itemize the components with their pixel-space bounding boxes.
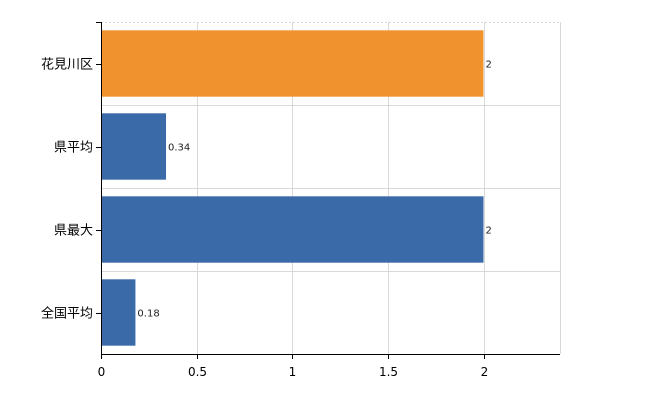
- bars: [101, 30, 484, 346]
- bar: [101, 279, 136, 346]
- data-label: 2: [486, 60, 492, 71]
- category-label: 花見川区: [41, 57, 93, 73]
- category-label: 県平均: [54, 141, 93, 156]
- category-label: 全国平均: [41, 306, 93, 322]
- data-label: 2: [486, 226, 492, 237]
- x-tick-label: 2: [481, 365, 489, 379]
- category-label: 県最大: [54, 224, 93, 239]
- axes: [96, 22, 560, 359]
- bar: [101, 196, 484, 263]
- data-label: 0.18: [137, 309, 159, 320]
- x-tick-label: 1.5: [379, 365, 398, 379]
- x-tick-label: 1: [289, 365, 297, 379]
- x-tick-label: 0.5: [188, 365, 207, 379]
- bar: [101, 30, 484, 97]
- labels: 2 花見川区 0.34 県平均 2 県最大 0.18 全国平均 0 0.5 1 1.5 2: [41, 57, 492, 380]
- x-tick-label: 0: [98, 365, 106, 379]
- data-label: 0.34: [168, 143, 190, 154]
- bar: [101, 113, 167, 180]
